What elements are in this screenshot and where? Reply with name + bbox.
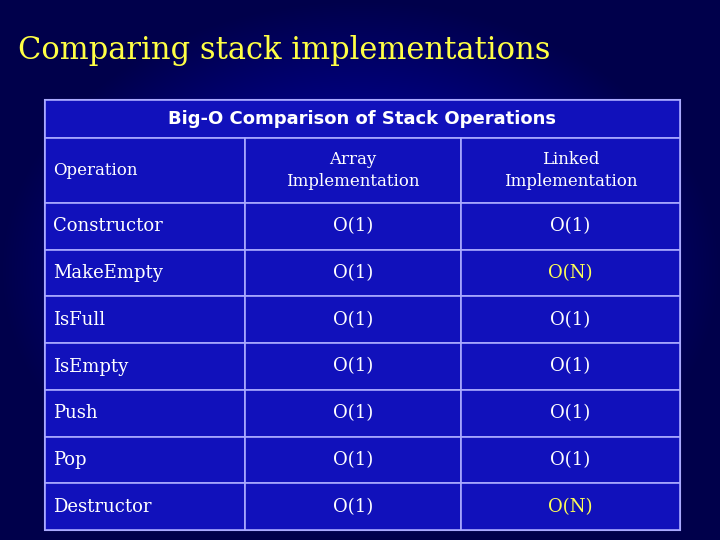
Bar — [245, 203, 461, 249]
Text: O(1): O(1) — [550, 311, 590, 329]
Text: Push: Push — [53, 404, 98, 422]
Text: O(1): O(1) — [333, 357, 373, 375]
Text: O(1): O(1) — [333, 498, 373, 516]
Text: Operation: Operation — [53, 162, 138, 179]
Bar — [45, 296, 245, 343]
Bar — [45, 100, 680, 138]
Text: Linked
Implementation: Linked Implementation — [504, 151, 637, 190]
Bar — [461, 390, 680, 436]
Text: Array
Implementation: Array Implementation — [287, 151, 420, 190]
Bar — [461, 343, 680, 390]
Text: O(1): O(1) — [550, 404, 590, 422]
Bar — [245, 390, 461, 436]
Bar — [45, 343, 245, 390]
Text: O(1): O(1) — [333, 311, 373, 329]
Text: O(1): O(1) — [550, 357, 590, 375]
Text: Pop: Pop — [53, 451, 86, 469]
Text: Constructor: Constructor — [53, 218, 163, 235]
Bar — [461, 436, 680, 483]
Bar — [245, 436, 461, 483]
Bar — [45, 138, 245, 203]
Text: O(1): O(1) — [333, 404, 373, 422]
Bar — [45, 436, 245, 483]
Bar — [461, 138, 680, 203]
Bar — [461, 203, 680, 249]
Bar — [461, 483, 680, 530]
Text: IsFull: IsFull — [53, 311, 105, 329]
Text: O(N): O(N) — [548, 264, 593, 282]
Text: O(1): O(1) — [333, 218, 373, 235]
Bar — [45, 390, 245, 436]
Text: O(1): O(1) — [333, 451, 373, 469]
Text: O(1): O(1) — [550, 451, 590, 469]
Text: O(N): O(N) — [548, 498, 593, 516]
Bar — [45, 100, 680, 530]
Bar — [461, 296, 680, 343]
Bar — [45, 203, 245, 249]
Bar — [245, 343, 461, 390]
Text: O(1): O(1) — [550, 218, 590, 235]
Text: MakeEmpty: MakeEmpty — [53, 264, 163, 282]
Bar — [45, 249, 245, 296]
Text: Destructor: Destructor — [53, 498, 151, 516]
Text: Big-O Comparison of Stack Operations: Big-O Comparison of Stack Operations — [168, 110, 557, 128]
Bar — [461, 249, 680, 296]
Text: Comparing stack implementations: Comparing stack implementations — [18, 35, 551, 65]
Text: IsEmpty: IsEmpty — [53, 357, 128, 375]
Bar — [45, 483, 245, 530]
Bar — [245, 249, 461, 296]
Bar — [245, 296, 461, 343]
Bar — [245, 483, 461, 530]
Bar — [245, 138, 461, 203]
Text: O(1): O(1) — [333, 264, 373, 282]
